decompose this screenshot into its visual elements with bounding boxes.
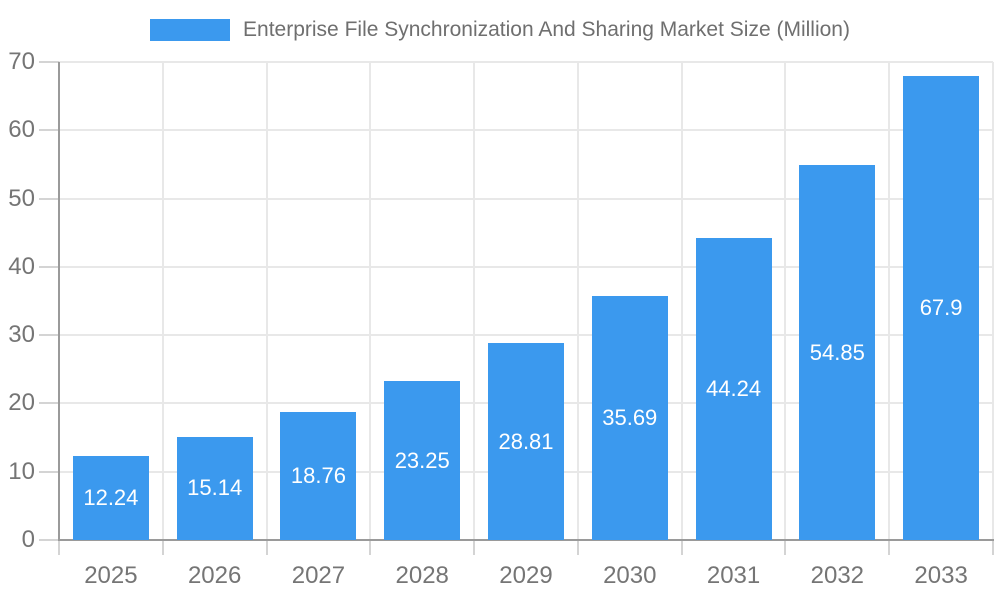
y-tick-mark	[39, 334, 59, 337]
x-tick-mark	[58, 540, 60, 555]
y-gridline	[59, 265, 993, 268]
x-gridline	[680, 62, 683, 540]
x-tick-mark	[161, 540, 164, 555]
x-axis-label: 2025	[84, 562, 138, 589]
x-gridline	[369, 62, 372, 540]
bar-value-label: 67.9	[919, 295, 963, 321]
y-axis-label: 10	[8, 457, 35, 485]
y-tick-mark	[39, 470, 59, 473]
y-tick-mark	[39, 402, 59, 405]
bar[interactable]: 54.85	[799, 165, 876, 540]
bar-value-label: 23.25	[394, 447, 450, 473]
x-axis-label: 2030	[603, 562, 657, 589]
x-axis-label: 2026	[187, 562, 242, 589]
x-axis-label: 2033	[914, 562, 968, 589]
y-gridline	[59, 197, 993, 200]
bar[interactable]: 28.81	[488, 343, 564, 540]
legend-swatch[interactable]	[150, 19, 231, 41]
y-axis-label: 40	[8, 252, 35, 280]
x-gridline	[576, 62, 579, 540]
y-axis-label: 20	[8, 389, 35, 417]
y-axis-line	[58, 62, 60, 540]
x-tick-mark	[888, 540, 891, 555]
legend-label: Enterprise File Synchronization And Shar…	[243, 18, 850, 41]
bar[interactable]: 44.24	[695, 237, 772, 540]
y-tick-mark	[39, 539, 59, 541]
x-tick-mark	[784, 540, 787, 555]
bar-value-label: 44.24	[706, 375, 762, 401]
y-gridline	[59, 334, 993, 337]
bar-value-label: 54.85	[809, 339, 865, 365]
y-axis-label: 50	[8, 184, 35, 212]
bar-value-label: 35.69	[602, 405, 658, 431]
x-tick-mark	[473, 540, 476, 555]
y-axis-label: 70	[8, 48, 35, 75]
y-axis-label: 0	[21, 526, 35, 553]
chart-legend[interactable]: Enterprise File Synchronization And Shar…	[0, 18, 1000, 42]
bar[interactable]: 12.24	[72, 456, 149, 540]
bar[interactable]: 15.14	[176, 436, 253, 540]
bar[interactable]: 23.25	[384, 381, 461, 540]
x-gridline	[784, 62, 787, 540]
x-tick-mark	[265, 540, 268, 555]
x-gridline	[992, 62, 994, 540]
bar-value-label: 15.14	[187, 475, 243, 501]
x-axis-label: 2029	[499, 562, 553, 589]
x-gridline	[265, 62, 268, 540]
y-tick-mark	[39, 265, 59, 268]
bar-value-label: 18.76	[290, 462, 346, 488]
x-axis-label: 2027	[291, 562, 346, 589]
x-tick-mark	[680, 540, 683, 555]
bar[interactable]: 18.76	[280, 411, 357, 540]
x-axis-label: 2028	[395, 562, 449, 589]
bar[interactable]: 35.69	[591, 296, 668, 540]
x-tick-mark	[576, 540, 579, 555]
x-axis-label: 2032	[810, 562, 865, 589]
y-axis-label: 30	[8, 321, 35, 349]
bar[interactable]: 67.9	[903, 76, 980, 540]
x-tick-mark	[992, 540, 994, 555]
x-tick-mark	[369, 540, 372, 555]
x-axis-line	[58, 539, 994, 541]
y-gridline	[59, 129, 993, 132]
x-gridline	[473, 62, 476, 540]
y-tick-mark	[39, 61, 59, 63]
x-gridline	[161, 62, 164, 540]
bar-value-label: 28.81	[498, 428, 554, 454]
x-axis-label: 2031	[706, 562, 761, 589]
y-tick-mark	[39, 197, 59, 200]
y-axis-label: 60	[8, 116, 35, 144]
bar-value-label: 12.24	[83, 485, 139, 511]
x-gridline	[888, 62, 891, 540]
y-tick-mark	[39, 129, 59, 132]
y-gridline	[59, 61, 993, 63]
